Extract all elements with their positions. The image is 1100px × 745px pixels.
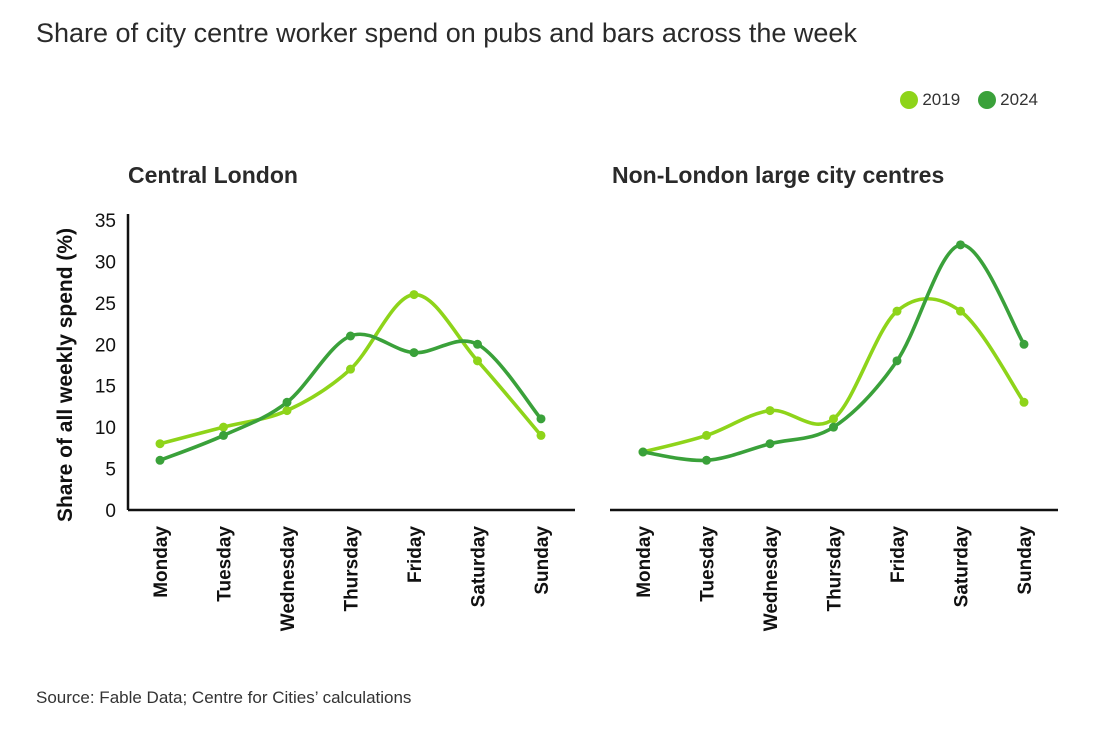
data-point-2019 xyxy=(219,422,228,432)
data-point-2019 xyxy=(473,356,482,366)
x-tick-label: Monday xyxy=(151,526,172,598)
x-tick-label: Wednesday xyxy=(761,526,782,632)
y-tick-label: 35 xyxy=(95,211,116,232)
y-tick-label: 30 xyxy=(95,252,116,273)
x-tick-label: Saturday xyxy=(469,526,490,608)
panel-title-non-london: Non-London large city centres xyxy=(612,162,945,188)
legend: 2019 2024 xyxy=(900,90,1038,110)
legend-item-2019: 2019 xyxy=(900,90,960,110)
data-point-2019 xyxy=(892,306,902,316)
y-tick-label: 15 xyxy=(95,377,116,398)
data-point-2024 xyxy=(409,348,419,358)
data-point-2024 xyxy=(155,455,165,465)
data-point-2019 xyxy=(702,430,711,440)
x-tick-label: Thursday xyxy=(342,526,363,612)
data-point-2024 xyxy=(1019,339,1029,349)
data-point-2024 xyxy=(473,339,482,349)
legend-swatch-2019 xyxy=(900,91,919,109)
data-point-2019 xyxy=(409,290,419,300)
data-point-2024 xyxy=(346,331,355,341)
x-tick-label: Thursday xyxy=(825,526,846,612)
x-tick-label: Friday xyxy=(405,526,426,583)
data-point-2024 xyxy=(536,414,546,424)
legend-label-2019: 2019 xyxy=(922,90,961,109)
data-point-2019 xyxy=(956,306,965,316)
x-tick-label: Sunday xyxy=(532,526,553,595)
x-tick-label: Tuesday xyxy=(215,526,236,602)
x-tick-label: Saturday xyxy=(952,526,973,608)
data-point-2019 xyxy=(155,439,165,449)
y-tick-label: 20 xyxy=(95,335,116,356)
data-point-2019 xyxy=(536,430,546,440)
legend-swatch-2024 xyxy=(978,91,997,109)
data-point-2019 xyxy=(765,406,775,416)
data-point-2019 xyxy=(1019,397,1029,407)
y-tick-label: 25 xyxy=(95,294,116,315)
x-tick-label: Friday xyxy=(888,526,909,583)
x-tick-label: Wednesday xyxy=(278,526,299,632)
data-point-2019 xyxy=(829,414,838,424)
y-tick-label: 0 xyxy=(105,501,116,522)
chart-title: Share of city centre worker spend on pub… xyxy=(36,18,857,48)
data-point-2019 xyxy=(346,364,355,374)
data-point-2024 xyxy=(829,422,838,432)
data-point-2024 xyxy=(892,356,902,366)
panel-title-central-london: Central London xyxy=(128,162,298,188)
x-tick-label: Tuesday xyxy=(698,526,719,602)
source-note: Source: Fable Data; Centre for Cities’ c… xyxy=(36,688,412,707)
data-point-2024 xyxy=(219,430,228,440)
legend-label-2024: 2024 xyxy=(1000,90,1038,109)
legend-item-2024: 2024 xyxy=(978,90,1038,110)
series-line-2024 xyxy=(158,332,543,463)
y-tick-label: 10 xyxy=(95,418,116,439)
data-point-2024 xyxy=(702,455,711,465)
x-tick-label: Sunday xyxy=(1015,526,1036,595)
x-tick-label: Monday xyxy=(634,526,655,598)
data-point-2024 xyxy=(638,447,648,457)
y-tick-label: 5 xyxy=(105,460,116,481)
data-point-2024 xyxy=(956,240,965,250)
data-point-2019 xyxy=(282,406,292,416)
data-point-2024 xyxy=(282,397,292,407)
data-point-2024 xyxy=(765,439,775,449)
